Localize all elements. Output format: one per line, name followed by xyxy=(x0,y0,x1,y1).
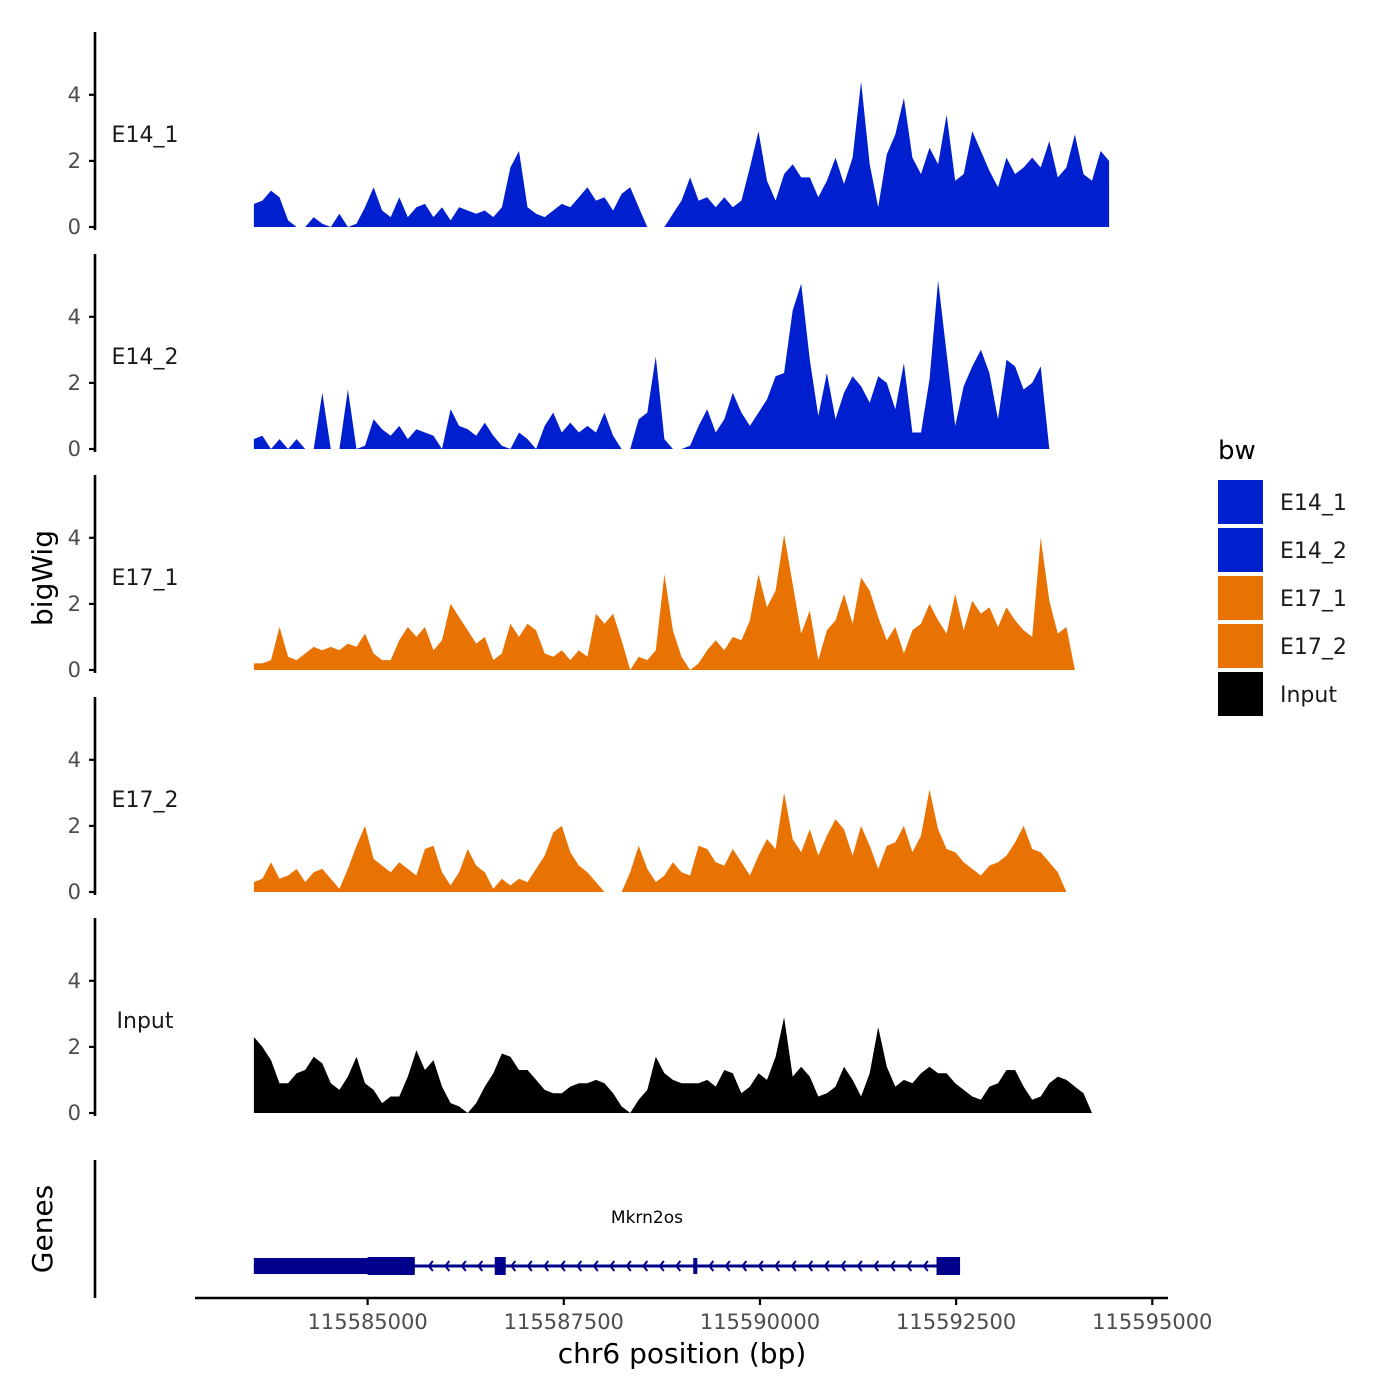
x-tick-label: 115587500 xyxy=(504,1310,624,1334)
y-tick-label: 0 xyxy=(68,880,81,904)
y-tick-label: 0 xyxy=(68,215,81,239)
strand-chevron xyxy=(774,1260,781,1272)
legend-entry: E14_1 xyxy=(1218,480,1347,524)
legend-swatch xyxy=(1218,672,1263,716)
strand-chevron xyxy=(559,1260,566,1272)
track-label: Input xyxy=(117,1009,174,1034)
strand-chevron xyxy=(840,1260,847,1272)
strand-chevron xyxy=(477,1260,484,1272)
legend-label: E17_2 xyxy=(1280,635,1347,660)
y-tick-label: 0 xyxy=(68,437,81,461)
coverage-area xyxy=(253,789,1110,892)
strand-chevron xyxy=(889,1260,896,1272)
legend-swatch xyxy=(1218,624,1263,668)
tracks-layer: 0 2 4 E14_1 0 2 4 E14_2 0 2 4 E17_1 0 2 4 E17_2 0 2 4 Input xyxy=(68,32,1110,1125)
x-axis-title: chr6 position (bp) xyxy=(558,1337,807,1370)
strand-chevron xyxy=(757,1260,764,1272)
strand-chevron xyxy=(658,1260,665,1272)
strand-chevron xyxy=(642,1260,649,1272)
strand-chevron xyxy=(790,1260,797,1272)
track-label: E17_2 xyxy=(112,788,179,813)
strand-chevron xyxy=(873,1260,880,1272)
y-tick-label: 4 xyxy=(68,969,81,993)
strand-chevron xyxy=(823,1260,830,1272)
exon-block xyxy=(494,1257,506,1275)
strand-chevron xyxy=(460,1260,467,1272)
strand-chevron xyxy=(856,1260,863,1272)
track-label: E14_1 xyxy=(112,123,179,148)
x-tick-label: 115585000 xyxy=(308,1310,428,1334)
strand-chevron xyxy=(576,1260,583,1272)
coverage-area xyxy=(253,81,1110,227)
coverage-area xyxy=(253,280,1110,449)
y-tick-label: 2 xyxy=(68,1035,81,1059)
gene-label: Mkrn2os xyxy=(611,1208,683,1228)
y-tick-label: 0 xyxy=(68,658,81,682)
exon-block xyxy=(367,1257,415,1275)
legend-swatch xyxy=(1218,576,1263,620)
gene: Mkrn2os xyxy=(253,1208,961,1275)
strand-chevron xyxy=(427,1260,434,1272)
y-axis-title: bigWig xyxy=(26,530,59,626)
coverage-area xyxy=(253,1017,1110,1113)
legend-entry: E17_2 xyxy=(1218,624,1347,668)
y-tick-label: 4 xyxy=(68,83,81,107)
strand-chevron xyxy=(592,1260,599,1272)
legend-swatch xyxy=(1218,480,1263,524)
y-tick-label: 0 xyxy=(68,1101,81,1125)
legend-entries: E14_1 E14_2 E17_1 E17_2 Input xyxy=(1218,480,1347,716)
genes-layer: Mkrn2os xyxy=(93,1160,961,1298)
y-tick-label: 4 xyxy=(68,305,81,329)
strand-chevron xyxy=(609,1260,616,1272)
strand-chevron xyxy=(675,1260,682,1272)
strand-chevron xyxy=(724,1260,731,1272)
strand-chevron xyxy=(510,1260,517,1272)
legend: bw E14_1 E14_2 E17_1 E17_2 Input xyxy=(1218,436,1347,716)
track-e17-2: 0 2 4 E17_2 xyxy=(68,697,1110,904)
legend-entry: E14_2 xyxy=(1218,528,1347,572)
y-tick-label: 2 xyxy=(68,814,81,838)
genes-axis-title: Genes xyxy=(26,1185,59,1273)
legend-label: Input xyxy=(1280,683,1337,708)
strand-chevron xyxy=(708,1260,715,1272)
strand-chevron xyxy=(526,1260,533,1272)
strand-chevron xyxy=(543,1260,550,1272)
exon-block xyxy=(693,1258,698,1274)
y-tick-label: 4 xyxy=(68,748,81,772)
legend-label: E17_1 xyxy=(1280,587,1347,612)
strand-chevron xyxy=(922,1260,929,1272)
y-tick-label: 2 xyxy=(68,371,81,395)
track-e14-2: 0 2 4 E14_2 xyxy=(68,254,1110,461)
y-tick-label: 4 xyxy=(68,526,81,550)
x-axis: 115585000 115587500 115590000 115592500 1155… xyxy=(195,1296,1212,1334)
legend-label: E14_1 xyxy=(1280,491,1347,516)
coverage-area xyxy=(253,534,1110,670)
exon-block xyxy=(936,1257,961,1275)
track-label: E14_2 xyxy=(112,345,179,370)
legend-label: E14_2 xyxy=(1280,539,1347,564)
legend-entry: Input xyxy=(1218,672,1337,716)
strand-chevron xyxy=(741,1260,748,1272)
strand-chevron xyxy=(906,1260,913,1272)
track-e14-1: 0 2 4 E14_1 xyxy=(68,32,1110,239)
legend-entry: E17_1 xyxy=(1218,576,1347,620)
strand-chevron xyxy=(444,1260,451,1272)
legend-swatch xyxy=(1218,528,1263,572)
x-tick-label: 115595000 xyxy=(1092,1310,1212,1334)
track-input: 0 2 4 Input xyxy=(68,918,1110,1125)
x-tick-label: 115592500 xyxy=(896,1310,1016,1334)
y-tick-label: 2 xyxy=(68,592,81,616)
track-label: E17_1 xyxy=(112,566,179,591)
strand-chevron xyxy=(807,1260,814,1272)
legend-title: bw xyxy=(1218,436,1256,466)
y-tick-label: 2 xyxy=(68,149,81,173)
strand-chevron xyxy=(625,1260,632,1272)
x-tick-label: 115590000 xyxy=(700,1310,820,1334)
track-e17-1: 0 2 4 E17_1 xyxy=(68,475,1110,682)
